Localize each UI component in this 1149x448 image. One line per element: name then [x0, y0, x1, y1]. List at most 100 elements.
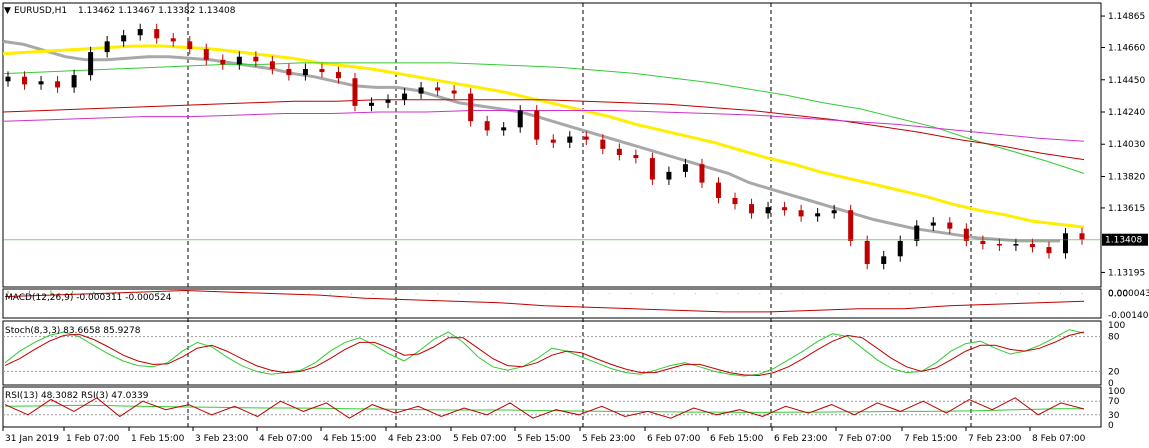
macd-y-tick-label: 0.00 [1108, 290, 1128, 300]
stoch-signal-line [4, 331, 1085, 377]
last-price-badge [1102, 233, 1148, 246]
moving-average-line [2, 110, 1085, 142]
candle-body [38, 81, 44, 85]
candle-body [616, 148, 622, 155]
rsi-y-tick-label: 30 [1108, 411, 1120, 421]
candle-body [104, 41, 110, 53]
macd-y-tick-label: -0.001407 [1108, 311, 1149, 321]
candle-body [600, 139, 606, 149]
candle-body [996, 244, 1002, 246]
y-tick-label: 1.14660 [1108, 44, 1145, 54]
x-tick-label: 6 Feb 15:00 [710, 434, 764, 444]
x-tick-label: 6 Feb 07:00 [647, 434, 701, 444]
candle-body [369, 102, 375, 106]
candle-body [980, 240, 986, 245]
macd-pane-frame [2, 288, 1102, 319]
moving-average-line [2, 44, 1085, 229]
y-tick-label: 1.14450 [1108, 76, 1145, 86]
moving-average-line [2, 39, 1060, 243]
main-pane-frame [2, 2, 1102, 288]
candle-body [319, 69, 325, 73]
candle-body [1029, 244, 1035, 248]
macd-signal-line [4, 289, 1085, 313]
candle-body [220, 59, 226, 65]
y-tick-label: 1.14865 [1108, 12, 1145, 22]
candle-body [534, 110, 540, 140]
candle-body [418, 87, 424, 94]
candle-body [1013, 244, 1019, 246]
x-tick-label: 7 Feb 23:00 [968, 434, 1022, 444]
candle-body [154, 29, 160, 39]
rsi-pane-frame [2, 386, 1102, 428]
candle-body [170, 38, 176, 42]
candle-body [715, 182, 721, 198]
x-tick-label: 7 Feb 07:00 [838, 434, 892, 444]
x-tick-label: 4 Feb 15:00 [323, 434, 377, 444]
x-tick-label: 3 Feb 23:00 [195, 434, 249, 444]
candle-body [203, 49, 209, 60]
candle-body [468, 93, 474, 122]
rsi-y-tick-label: 0 [1108, 421, 1114, 431]
candle-body [1046, 247, 1052, 254]
candle-body [848, 210, 854, 241]
stoch-label: Stoch(8,3,3) 83.6658 85.9278 [5, 326, 141, 336]
candle-body [402, 93, 408, 100]
chart-menu-arrow-icon[interactable]: ▼ [4, 6, 11, 16]
candle-body [914, 225, 920, 241]
stoch-main-line [4, 329, 1085, 377]
candle-body [501, 127, 507, 131]
candle-body [633, 154, 639, 159]
candle-body [286, 69, 292, 76]
ohlc-quote: 1.13462 1.13467 1.13382 1.13408 [78, 6, 236, 16]
x-tick-label: 5 Feb 23:00 [582, 434, 636, 444]
macd-y-tick-label: 0.000043 [1108, 289, 1149, 299]
macd-pane[interactable] [4, 289, 1085, 313]
stoch-y-tick-label: 0 [1108, 379, 1114, 389]
y-tick-label: 1.13820 [1108, 172, 1145, 182]
x-tick-label: 31 Jan 2019 [5, 434, 59, 444]
candle-body [5, 76, 11, 82]
rsi-y-tick-label: 100 [1108, 387, 1125, 397]
y-tick-label: 1.13615 [1108, 204, 1145, 214]
moving-average-line [2, 62, 1085, 174]
candle-body [567, 136, 573, 143]
candle-body [253, 56, 259, 62]
x-tick-label: 1 Feb 15:00 [131, 434, 185, 444]
x-tick-label: 7 Feb 15:00 [904, 434, 958, 444]
candle-body [732, 197, 738, 205]
candle-body [897, 240, 903, 257]
y-tick-label: 1.14030 [1108, 140, 1145, 150]
rsi13-line [4, 404, 1084, 413]
candle-body [435, 87, 441, 91]
candle-body [269, 61, 275, 70]
rsi3-line [4, 397, 1085, 419]
candle-body [451, 90, 457, 94]
candle-body [930, 222, 936, 226]
stoch-y-tick-label: 80 [1108, 333, 1120, 343]
candle-body [749, 204, 755, 214]
candle-body [583, 136, 589, 140]
candle-body [121, 35, 127, 42]
stochastic-pane[interactable] [3, 329, 1101, 377]
candle-body [881, 256, 887, 264]
rsi-pane[interactable] [3, 397, 1101, 419]
x-tick-label: 4 Feb 23:00 [388, 434, 442, 444]
last-price-value: 1.13408 [1105, 236, 1142, 246]
candle-body [302, 69, 308, 76]
price-pane[interactable] [2, 23, 1101, 270]
candle-body [22, 76, 28, 85]
candle-body [666, 171, 672, 180]
candle-body [1062, 233, 1068, 254]
rsi-y-tick-label: 70 [1108, 397, 1120, 407]
candle-body [815, 213, 821, 217]
candle-body [682, 164, 688, 172]
symbol-label: EURUSD,H1 [14, 6, 67, 16]
x-tick-label: 5 Feb 15:00 [517, 434, 571, 444]
candle-body [55, 81, 61, 88]
candle-body [236, 56, 242, 65]
x-tick-label: 6 Feb 23:00 [774, 434, 828, 444]
y-tick-label: 1.14240 [1108, 108, 1145, 118]
x-tick-label: 4 Feb 07:00 [259, 434, 313, 444]
